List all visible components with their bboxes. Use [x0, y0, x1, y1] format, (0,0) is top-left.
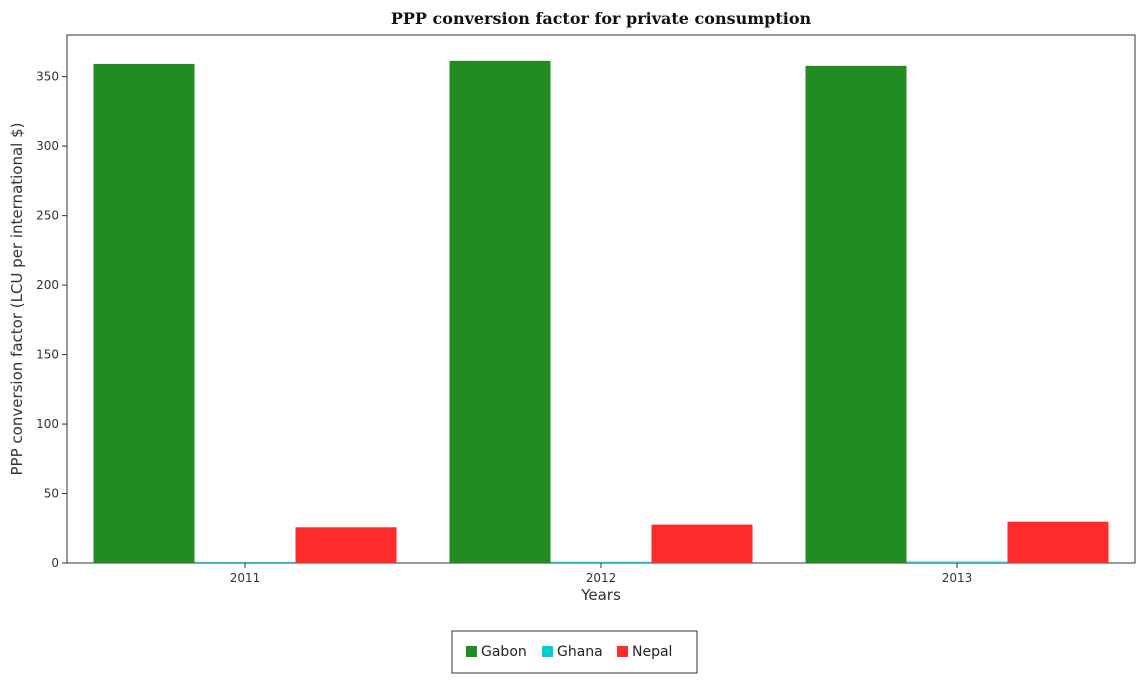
chart-title: PPP conversion factor for private consum…	[391, 9, 812, 28]
y-tick-label: 300	[36, 139, 59, 153]
y-tick-label: 250	[36, 209, 59, 223]
legend-box	[451, 630, 698, 674]
bar-gabon-2013	[805, 65, 907, 563]
x-tick-label: 2013	[942, 571, 973, 585]
y-tick-label: 350	[36, 70, 59, 84]
legend-label-ghana: Ghana	[557, 644, 603, 660]
bar-gabon-2012	[449, 60, 551, 564]
legend-label-nepal: Nepal	[632, 644, 672, 660]
y-axis: 0 50 100 150 200 250 300 350	[36, 70, 67, 570]
bars	[93, 60, 1109, 564]
y-tick-label: 0	[51, 556, 59, 570]
bar-nepal-2012	[651, 524, 753, 563]
bar-nepal-2011	[295, 527, 397, 563]
bar-ghana-2011	[194, 561, 296, 563]
legend-swatch-gabon	[466, 646, 477, 657]
y-tick-label: 200	[36, 278, 59, 292]
bar-nepal-2013	[1007, 521, 1109, 563]
legend-swatch-ghana	[542, 646, 553, 657]
x-tick-label: 2012	[586, 571, 617, 585]
legend-label-gabon: Gabon	[481, 644, 527, 660]
x-axis: 2011 2012 2013	[230, 563, 973, 585]
legend-swatch-nepal	[617, 646, 628, 657]
y-axis-title: PPP conversion factor (LCU per internati…	[8, 122, 26, 475]
bar-gabon-2011	[93, 63, 195, 563]
x-tick-label: 2011	[230, 571, 261, 585]
bar-ghana-2012	[550, 561, 652, 563]
y-tick-label: 150	[36, 348, 59, 362]
plot-area	[66, 34, 1136, 564]
y-tick-label: 100	[36, 417, 59, 431]
plot-frame	[66, 34, 1136, 564]
bar-ghana-2013	[906, 561, 1008, 563]
y-tick-label: 50	[44, 487, 59, 501]
legend: Gabon Ghana Nepal	[451, 630, 698, 674]
x-axis-title: Years	[580, 586, 621, 604]
